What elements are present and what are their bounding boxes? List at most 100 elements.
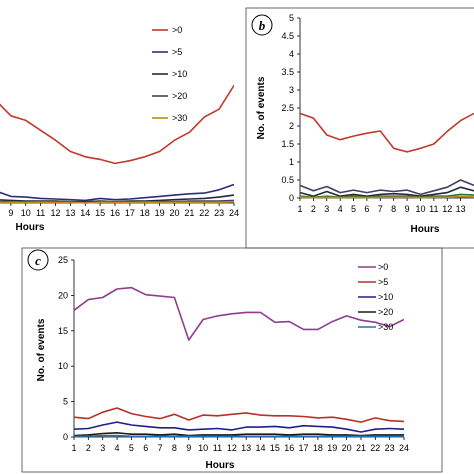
panel-b-y-tick-label: 2 <box>289 121 294 131</box>
panel-c-y-tick-label: 10 <box>58 361 68 371</box>
panel-c-y-tick-label: 25 <box>58 255 68 265</box>
panel-c-x-tick-label: 5 <box>129 443 134 453</box>
panel-c-x-tick-label: 19 <box>327 443 337 453</box>
panel-c-series-line <box>74 407 404 423</box>
panel-c-y-tick-label: 5 <box>63 397 68 407</box>
panel-a-x-tick-label: 17 <box>125 208 135 218</box>
panel-c-y-tick-label: 0 <box>63 432 68 442</box>
panel-c-x-tick-label: 17 <box>299 443 309 453</box>
panel-c-frame <box>21 247 443 473</box>
panel-c-x-axis-label: Hours <box>206 460 235 471</box>
panel-b-frame <box>245 7 474 249</box>
panel-a-x-axis-label: Hours <box>16 222 45 233</box>
panel-c-x-tick-label: 2 <box>86 443 91 453</box>
panel-a-x-tick-label: 21 <box>184 208 194 218</box>
panel-a-x-tick-label: 10 <box>21 208 31 218</box>
panel-c-series-line <box>74 286 404 341</box>
panel-b-x-tick-label: 1 <box>297 204 302 214</box>
panel-a-legend-label: >0 <box>172 25 182 35</box>
panel-b-y-tick-label: 3 <box>289 85 294 95</box>
panel-c-x-tick-label: 15 <box>270 443 280 453</box>
panel-c-x-tick-label: 10 <box>198 443 208 453</box>
panel-c-legend-label: >5 <box>378 277 388 287</box>
panel-b-x-tick-label: 9 <box>405 204 410 214</box>
panel-c-legend-label: >0 <box>378 262 388 272</box>
panel-c-x-tick-label: 8 <box>172 443 177 453</box>
panel-c-x-tick-label: 14 <box>256 443 266 453</box>
panel-a-x-tick-label: 24 <box>229 208 239 218</box>
panel-a-series-line <box>0 84 234 165</box>
panel-b-y-tick-label: 4 <box>289 49 294 59</box>
panel-c-x-tick-label: 4 <box>115 443 120 453</box>
panel-a-legend-label: >10 <box>172 69 187 79</box>
panel-b-series-line <box>300 193 474 199</box>
panel-b-x-axis-label: Hours <box>411 224 440 235</box>
panel-a-x-tick-label: 20 <box>169 208 179 218</box>
panel-a-legend-label: >30 <box>172 113 187 123</box>
panel-a-x-tick-label: 13 <box>65 208 75 218</box>
panel-b-x-tick-label: 11 <box>429 204 438 214</box>
panel-c-y-tick-label: 20 <box>58 290 68 300</box>
panel-a-x-tick-label: 22 <box>199 208 209 218</box>
panel-c-x-tick-label: 3 <box>100 443 105 453</box>
panel-b-y-tick-label: 3.5 <box>281 67 294 77</box>
panel-c-x-tick-label: 7 <box>158 443 163 453</box>
panel-c-y-axis-label: No. of events <box>36 318 47 381</box>
panel-b-y-tick-label: 5 <box>289 13 294 23</box>
panel-a-x-tick-label: 11 <box>36 208 45 218</box>
panel-b-x-tick-label: 5 <box>351 204 356 214</box>
panel-c-label-circle <box>27 249 49 271</box>
panel-b-x-tick-label: 3 <box>324 204 329 214</box>
panel-c-legend-label: >20 <box>378 307 393 317</box>
panel-c-x-tick-label: 6 <box>143 443 148 453</box>
panel-b-series-line <box>300 195 474 199</box>
panel-b-x-tick-label: 7 <box>378 204 383 214</box>
panel-c-series-line <box>74 434 404 438</box>
panel-c-x-tick-label: 11 <box>213 443 222 453</box>
panel-c-series-line <box>74 421 404 433</box>
panel-c-legend-label: >30 <box>378 322 393 332</box>
panel-c-x-tick-label: 22 <box>370 443 380 453</box>
panel-a-series-line <box>0 200 234 204</box>
panel-b-label: b <box>259 18 266 33</box>
panel-b-y-tick-label: 4.5 <box>281 31 294 41</box>
panel-c-x-tick-label: 12 <box>227 443 237 453</box>
panel-b-x-tick-label: 8 <box>391 204 396 214</box>
panel-c-x-tick-label: 18 <box>313 443 323 453</box>
panel-c-x-tick-label: 24 <box>399 443 409 453</box>
panel-a-series-line <box>0 183 234 202</box>
panel-b-x-tick-label: 10 <box>415 204 425 214</box>
panel-b-x-tick-label: 6 <box>364 204 369 214</box>
panel-c-x-tick-label: 16 <box>284 443 294 453</box>
panel-b-series-line <box>300 112 474 153</box>
panel-b-y-tick-label: 0.5 <box>281 175 294 185</box>
panel-a-x-tick-label: 16 <box>110 208 120 218</box>
panel-b-y-tick-label: 0 <box>289 193 294 203</box>
panel-b-x-tick-label: 4 <box>338 204 343 214</box>
panel-c-legend-label: >10 <box>378 292 393 302</box>
panel-a-legend-label: >5 <box>172 47 182 57</box>
panel-c-x-tick-label: 13 <box>241 443 251 453</box>
panel-c-x-tick-label: 20 <box>342 443 352 453</box>
panel-c-label: c <box>35 253 41 268</box>
panel-b-y-tick-label: 1 <box>289 157 294 167</box>
panel-b-label-circle <box>251 14 273 36</box>
panel-c-x-tick-label: 23 <box>385 443 395 453</box>
panel-a-chart: 9 10 11 12 13 14 15 16 17 18 19 20 21 22 23 24 Hours >0 >5… <box>0 25 239 233</box>
panel-a-x-tick-label: 12 <box>50 208 60 218</box>
panel-b-x-tick-label: 12 <box>442 204 452 214</box>
panel-a-x-tick-label: 18 <box>140 208 150 218</box>
panel-a-x-tick-label: 23 <box>214 208 224 218</box>
panel-a-x-tick-label: 19 <box>155 208 165 218</box>
panel-b-series-line <box>300 179 474 196</box>
panel-a-legend-label: >20 <box>172 91 187 101</box>
panel-a-x-tick-label: 15 <box>95 208 105 218</box>
panel-b-x-tick-label: 2 <box>311 204 316 214</box>
panel-c-x-tick-label: 9 <box>186 443 191 453</box>
panel-b-y-axis-label: No. of events <box>256 76 267 139</box>
panel-b-y-tick-label: 2.5 <box>281 103 294 113</box>
panel-b-series-line <box>300 186 474 197</box>
